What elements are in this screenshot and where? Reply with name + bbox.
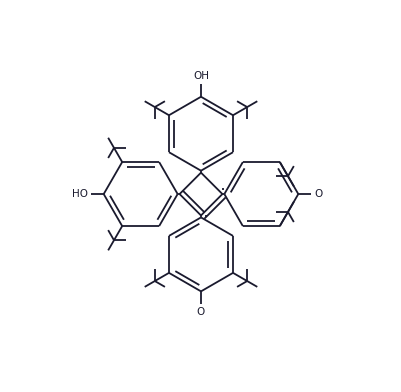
Text: O: O [314,189,322,199]
Text: O: O [196,307,205,317]
Text: HO: HO [72,189,88,199]
Text: OH: OH [192,71,209,81]
